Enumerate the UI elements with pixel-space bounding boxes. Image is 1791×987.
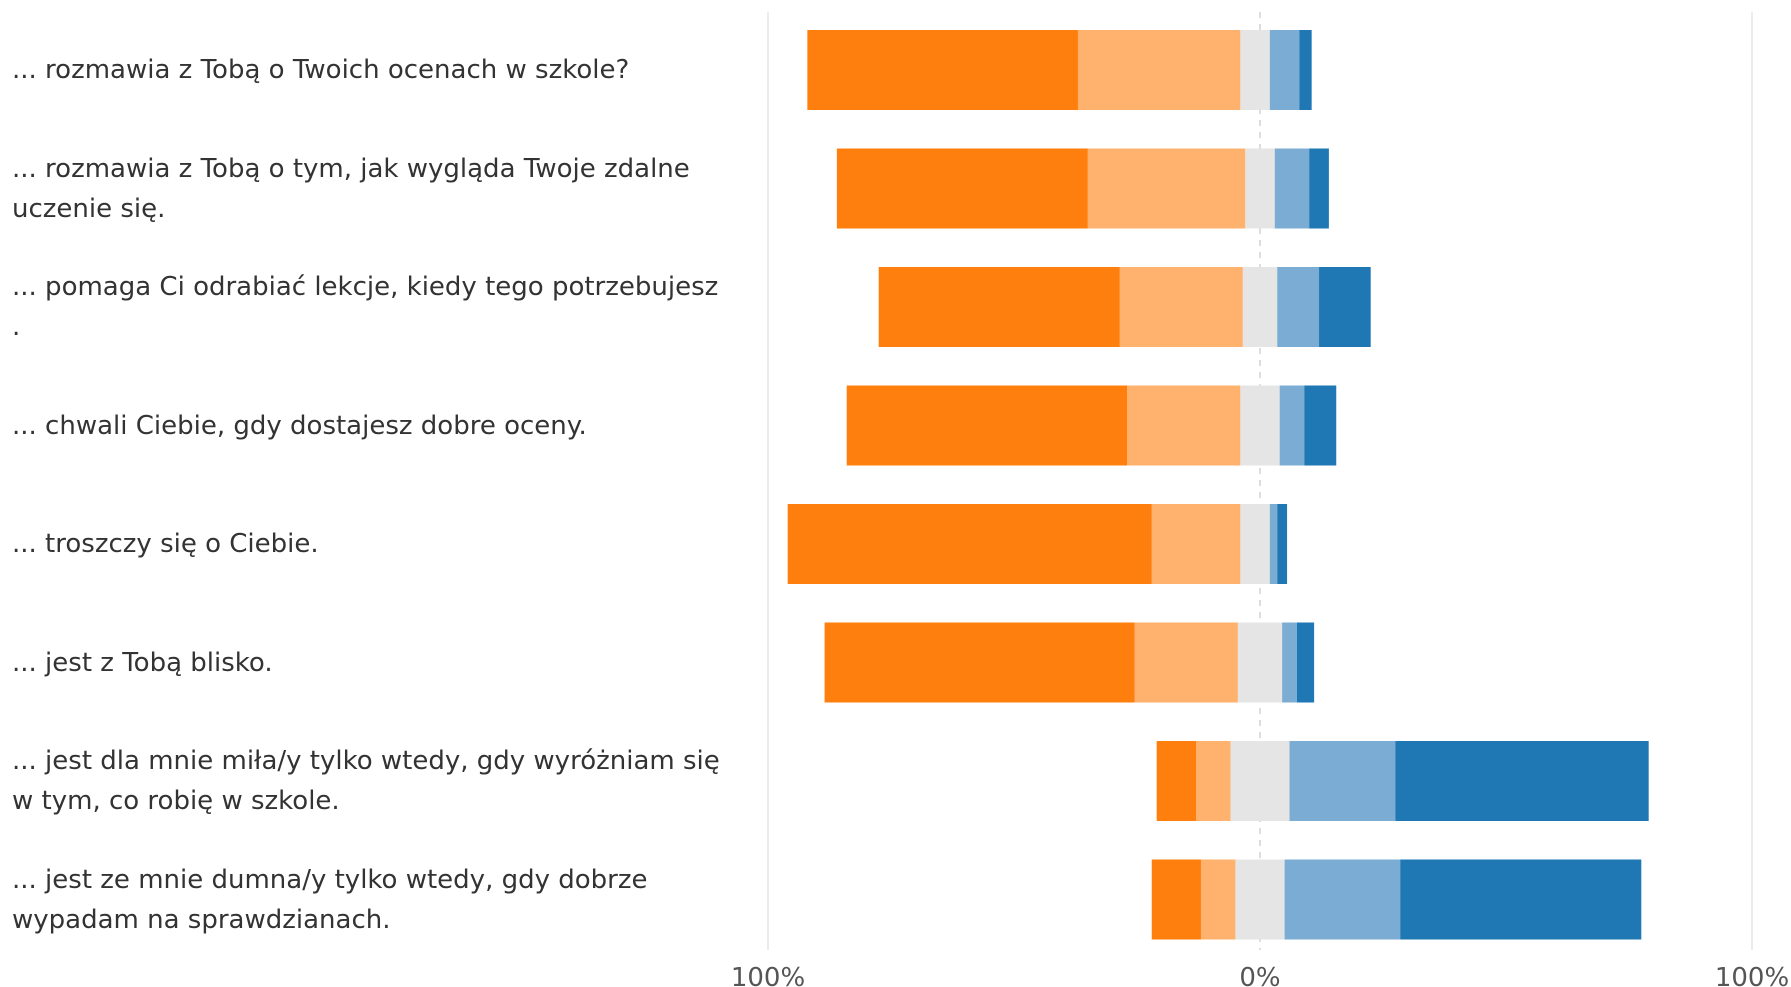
bar-segment <box>1260 385 1280 466</box>
bar-segment <box>1400 859 1642 940</box>
bar-segment <box>1260 741 1290 821</box>
bar-segment <box>1277 504 1288 584</box>
bar-segment <box>1077 30 1241 110</box>
bar-segment <box>1319 267 1371 347</box>
bar-segment <box>1269 504 1278 584</box>
bar-segment <box>1296 622 1315 703</box>
bar-segment <box>1279 385 1305 466</box>
x-tick-label: 100% <box>731 963 805 987</box>
category-label: ... chwali Ciebie, gdy dostajesz dobre o… <box>12 410 587 441</box>
bar-segment <box>1395 741 1649 821</box>
bar-segment <box>836 148 1088 229</box>
bar-segment <box>1151 504 1241 584</box>
x-tick-label: 0% <box>1239 963 1280 987</box>
bar-segment <box>1134 622 1238 703</box>
bar-segment <box>1304 385 1337 466</box>
bar-segment <box>807 30 1078 110</box>
bar-segment <box>1230 741 1260 821</box>
category-label: ... jest ze mnie dumna/y tylko wtedy, gd… <box>12 864 648 935</box>
bar-segment <box>1235 859 1260 940</box>
bar-segment <box>1087 148 1246 229</box>
bar-segment <box>787 504 1152 584</box>
category-label: ... jest dla mnie miła/y tylko wtedy, gd… <box>12 746 720 816</box>
bar-segment <box>1156 741 1197 821</box>
bar-segment <box>1119 267 1243 347</box>
bar-segment <box>1284 859 1401 940</box>
bar-segment <box>824 622 1135 703</box>
bar-segment <box>1282 622 1297 703</box>
bar-segment <box>1260 267 1278 347</box>
bar-segment <box>1196 741 1231 821</box>
bar-segment <box>1269 30 1300 110</box>
bar-segment <box>1240 504 1260 584</box>
bar-segment <box>1260 622 1283 703</box>
category-label: ... pomaga Ci odrabiać lekcje, kiedy teg… <box>12 272 719 342</box>
bar-segment <box>1260 148 1275 229</box>
bar-segment <box>1127 385 1241 466</box>
bar-segment <box>1200 859 1236 940</box>
bar-segment <box>1309 148 1329 229</box>
bar-segment <box>1299 30 1312 110</box>
bar-segment <box>878 267 1120 347</box>
bar-segment <box>1260 30 1270 110</box>
bar-segment <box>1289 741 1396 821</box>
bar-segment <box>1242 267 1260 347</box>
category-label: ... troszczy się o Ciebie. <box>12 529 319 559</box>
bar-segment <box>1260 859 1285 940</box>
category-label: ... rozmawia z Tobą o Twoich ocenach w s… <box>12 55 630 85</box>
bar-segment <box>1151 859 1201 940</box>
category-label: ... rozmawia z Tobą o tym, jak wygląda T… <box>12 153 690 224</box>
x-tick-label: 100% <box>1715 963 1789 987</box>
bar-segment <box>1240 30 1260 110</box>
bar-segment <box>1240 385 1260 466</box>
bar-segment <box>1274 148 1310 229</box>
bar-segment <box>1237 622 1260 703</box>
bar-segment <box>1245 148 1260 229</box>
category-label: ... jest z Tobą blisko. <box>12 647 273 678</box>
bar-segment <box>1260 504 1270 584</box>
bar-segment <box>846 385 1128 466</box>
bar-segment <box>1277 267 1320 347</box>
